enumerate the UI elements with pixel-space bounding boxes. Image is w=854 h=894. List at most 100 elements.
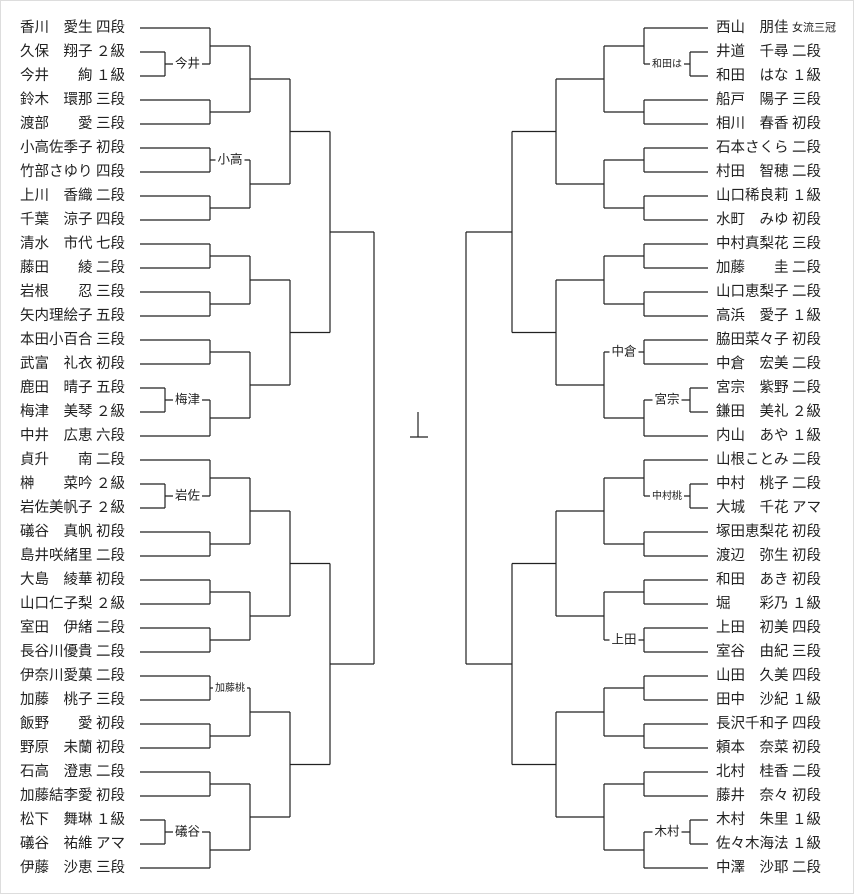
winner-label: 小高 [217,152,242,167]
player-name: 武富 礼衣 [20,354,93,372]
player-name: 渡辺 弥生 [716,546,789,564]
player-name: 上田 初美 [716,619,789,636]
player-name: 梅津 美琴 [20,403,93,420]
player-rank: 二段 [96,259,125,276]
player-name: 藤田 綾 [20,259,93,276]
player-name: 大城 千花 [716,499,789,516]
player-name: 中倉 宏美 [716,355,789,372]
player-rank: １級 [792,595,821,612]
player-name: 藤井 奈々 [716,787,789,804]
player-name: 堀 彩乃 [716,595,789,612]
player-name: 中村真梨花 [716,234,789,252]
player-rank: 初段 [792,523,821,540]
player-rank: 初段 [96,787,125,804]
player-rank: １級 [792,427,821,444]
player-rank: 初段 [792,739,821,756]
player-name: 和田 はな [716,67,789,84]
player-name: 高浜 愛子 [716,307,789,324]
player-name: 船戸 陽子 [716,91,789,108]
player-rank: 四段 [792,619,821,636]
player-name: 中井 広恵 [20,427,93,444]
player-rank: アマ [96,836,125,852]
player-rank: 二段 [792,43,821,60]
player-name: 竹部さゆり [20,163,93,180]
player-name: 渡部 愛 [20,115,93,132]
player-name: 頼本 奈菜 [716,739,789,756]
player-rank: 五段 [96,379,125,396]
winner-label-bg [173,392,202,408]
winner-label-bg [215,152,245,168]
player-name: 千葉 涼子 [20,211,93,228]
player-name: 宮宗 紫野 [716,379,789,396]
winner-label-bg [650,488,684,504]
winner-label: 中倉 [611,344,637,359]
player-name: 室谷 由紀 [716,643,789,660]
player-rank: 四段 [792,667,821,684]
winner-label: 宮宗 [654,392,679,407]
player-rank: ２級 [96,403,125,420]
player-rank: 二段 [96,667,125,684]
player-rank: 二段 [96,763,125,780]
player-name: 飯野 愛 [20,715,93,732]
player-name: 室田 伊緒 [20,619,93,636]
winner-label: 今井 [175,56,200,71]
player-rank: 初段 [96,355,125,372]
player-name: 小高佐季子 [20,139,93,156]
player-name: 田中 沙紀 [716,691,789,708]
player-rank: 二段 [96,451,125,468]
player-name: 山口恵梨子 [716,283,789,300]
player-name: 伊奈川愛菓 [20,667,93,684]
player-rank: 三段 [792,643,821,660]
player-name: 本田小百合 [20,331,93,348]
player-rank: 三段 [96,859,125,876]
player-rank: 四段 [792,715,821,732]
player-rank: アマ [792,500,821,516]
player-rank: ２級 [96,595,125,612]
player-rank: 二段 [792,163,821,180]
player-name: 松下 舞琳 [20,811,93,828]
winner-label: 梅津 [175,392,200,407]
player-rank: 二段 [96,547,125,564]
player-rank: 三段 [96,691,125,708]
player-name: 石本さくら [716,139,789,156]
player-rank: ２級 [96,499,125,516]
player-name: 山田 久美 [716,667,789,684]
player-name: 野原 未蘭 [20,739,93,756]
winner-label: 岩佐 [175,488,201,503]
player-rank: 二段 [792,283,821,300]
player-rank: １級 [792,835,821,852]
player-rank: ２級 [96,43,125,60]
player-name: 大島 綾華 [20,571,93,588]
winner-label: 和田は [652,58,682,70]
player-rank: １級 [792,811,821,828]
winner-label-bg [173,824,202,840]
player-name: 木村 朱里 [716,811,789,828]
player-rank: 二段 [792,475,821,492]
player-rank: 二段 [792,259,821,276]
player-name: 相川 春香 [716,115,789,132]
player-name: 加藤 圭 [716,259,789,276]
player-rank: 四段 [96,211,125,228]
player-name: 鎌田 美礼 [716,403,789,420]
player-name: 内山 あや [716,427,789,444]
final-mark [410,412,428,438]
player-name: 佐々木海法 [716,835,789,852]
player-rank: 二段 [792,379,821,396]
player-rank: 初段 [792,571,821,588]
player-rank: 三段 [96,91,125,108]
player-name: 清水 市代 [20,235,93,252]
player-rank: 初段 [96,571,125,588]
player-rank: ２級 [96,475,125,492]
winner-label-bg [173,488,202,504]
player-name: 礒谷 祐維 [20,835,93,852]
player-name: 岩佐美帆子 [20,499,93,516]
player-rank: 初段 [792,211,821,228]
player-rank: 二段 [792,859,821,876]
player-rank: 二段 [96,187,125,204]
player-name: 礒谷 真帆 [20,522,93,540]
player-rank: 二段 [792,451,821,468]
player-name: 加藤結李愛 [20,787,93,804]
winner-label-bg [652,392,682,408]
player-rank: １級 [96,811,125,828]
